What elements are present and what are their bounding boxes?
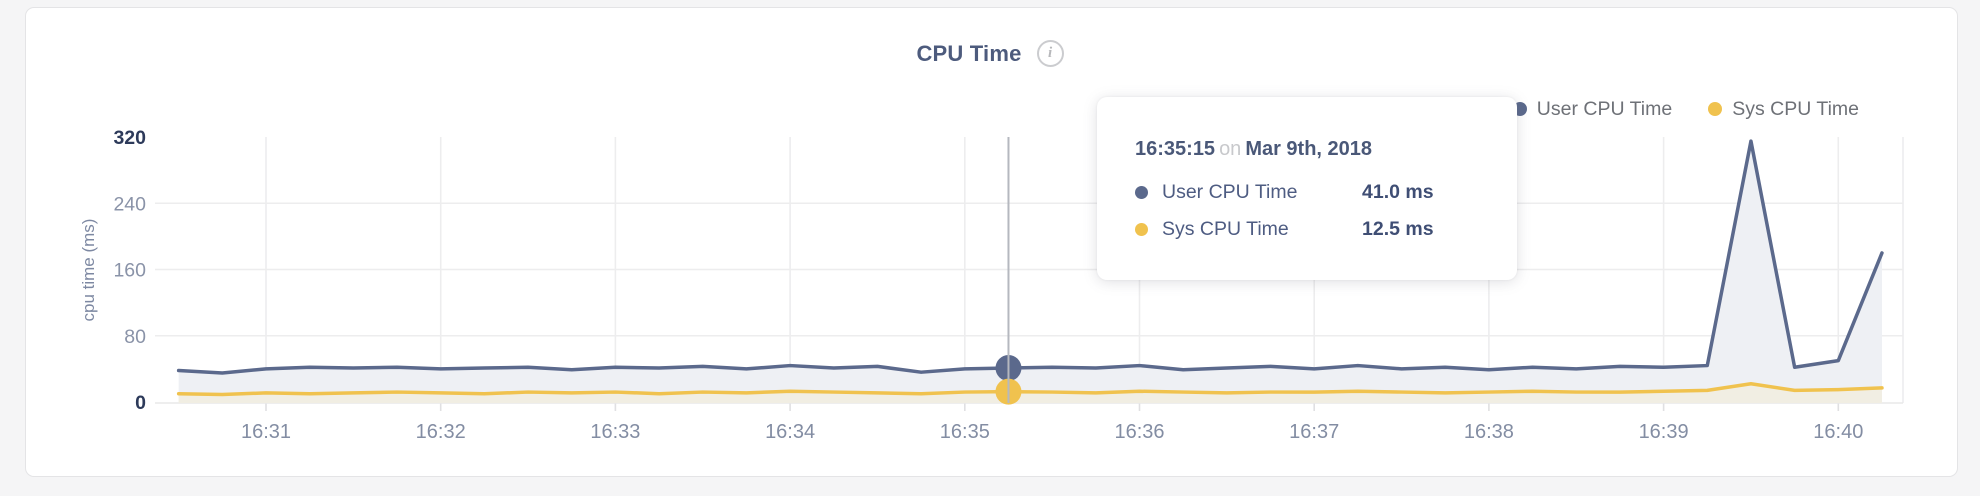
x-tick-label: 16:36 xyxy=(1114,421,1164,443)
legend-label: Sys CPU Time xyxy=(1732,97,1859,120)
tooltip-row-label: User CPU Time xyxy=(1162,181,1298,203)
tooltip-row-user-cpu-time: User CPU Time 41.0 ms xyxy=(1135,179,1477,205)
user-cpu-time-area xyxy=(178,141,1882,403)
tooltip-row-value: 41.0 ms xyxy=(1362,181,1434,203)
legend-item-user-cpu-time[interactable]: User CPU Time xyxy=(1512,97,1673,121)
legend-item-sys-cpu-time[interactable]: Sys CPU Time xyxy=(1708,98,1859,121)
x-tick-label: 16:39 xyxy=(1639,421,1689,443)
x-tick-label: 16:40 xyxy=(1813,421,1863,443)
x-tick-label: 16:33 xyxy=(590,421,640,443)
tooltip-time: 16:35:15 xyxy=(1135,138,1216,160)
y-tick-label: 80 xyxy=(124,326,146,348)
legend-label: User CPU Time xyxy=(1536,97,1673,120)
y-tick-label: 320 xyxy=(113,127,146,149)
tooltip-header: 16:35:15 on Mar 9th, 2018 xyxy=(1135,137,1477,161)
series-dot-icon xyxy=(1135,222,1148,236)
tooltip-connector: on xyxy=(1219,138,1242,160)
y-tick-label: 160 xyxy=(113,260,146,282)
tooltip-date: Mar 9th, 2018 xyxy=(1245,138,1373,160)
user-cpu-time-line xyxy=(176,139,1884,375)
legend: User CPU Time Sys CPU Time xyxy=(1512,97,1859,121)
y-axis-title: cpu time (ms) xyxy=(79,218,98,322)
y-tick-label: 0 xyxy=(135,392,146,414)
sys-cpu-time-line xyxy=(176,382,1884,397)
info-icon[interactable]: i xyxy=(1036,40,1064,67)
tooltip-rows: User CPU Time 41.0 ms Sys CPU Time 12.5 ms xyxy=(1135,179,1477,242)
x-tick-label: 16:38 xyxy=(1464,421,1514,443)
tooltip-row-sys-cpu-time: Sys CPU Time 12.5 ms xyxy=(1135,216,1477,242)
chart-title: CPU Time xyxy=(916,40,1022,66)
x-tick-label: 16:35 xyxy=(940,421,990,443)
chart-tooltip: 16:35:15 on Mar 9th, 2018 User CPU Time 41.… xyxy=(1097,97,1517,280)
tooltip-row-label: Sys CPU Time xyxy=(1162,218,1289,240)
x-tick-label: 16:37 xyxy=(1289,421,1339,443)
y-tick-label: 240 xyxy=(113,193,146,215)
legend-dot xyxy=(1708,102,1723,116)
x-tick-label: 16:31 xyxy=(241,421,291,443)
chart-header: CPU Time i xyxy=(0,40,1980,67)
x-tick-label: 16:34 xyxy=(765,421,815,443)
tooltip-row-value: 12.5 ms xyxy=(1362,218,1434,240)
series-dot-icon xyxy=(1135,185,1148,199)
x-tick-label: 16:32 xyxy=(416,421,466,443)
